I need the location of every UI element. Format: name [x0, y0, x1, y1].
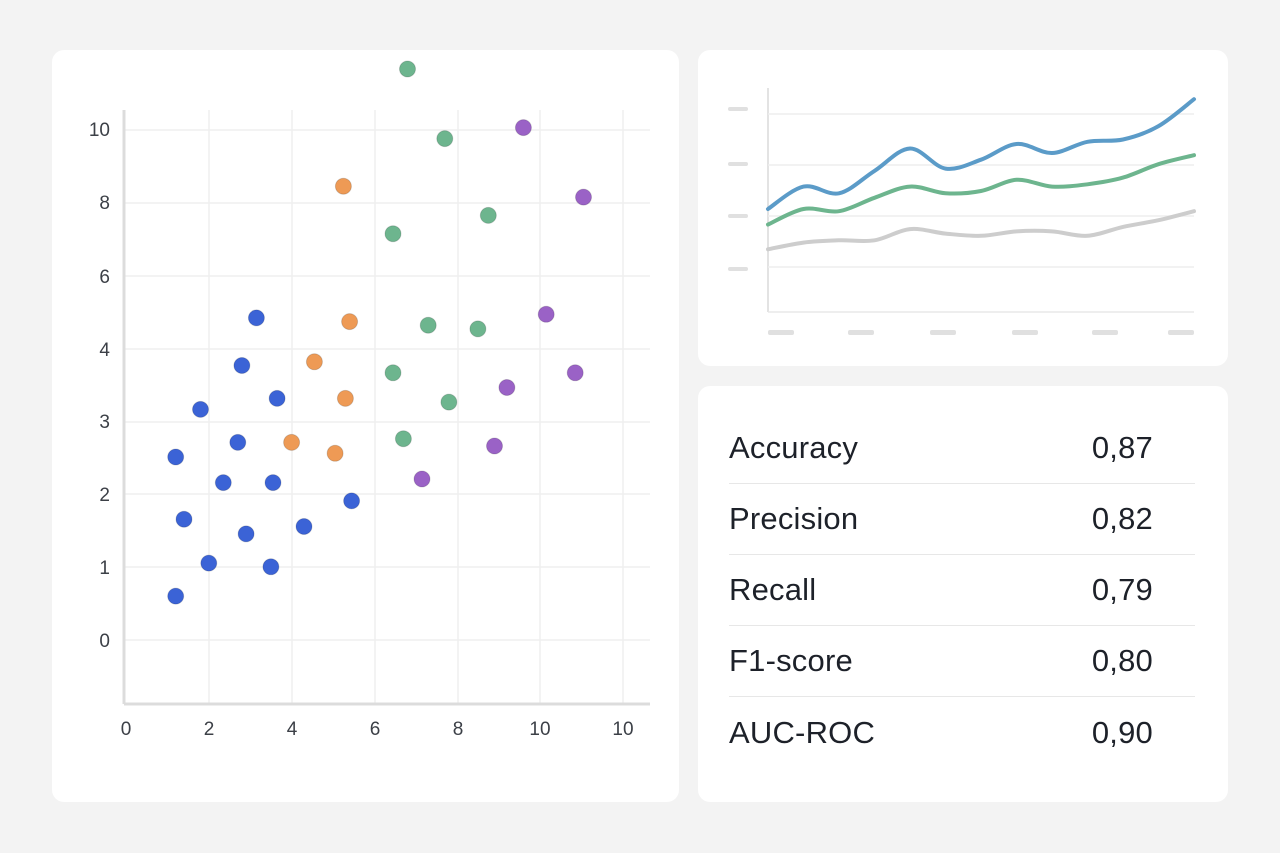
- metric-row-recall: Recall 0,79: [729, 555, 1195, 626]
- metrics-table: Accuracy 0,87 Precision 0,82 Recall 0,79…: [729, 413, 1195, 768]
- metric-name: F1-score: [729, 643, 853, 678]
- line-series-green: [766, 153, 1196, 227]
- scatter-point-cluster-blue: [264, 474, 282, 492]
- scatter-point-cluster-blue: [229, 433, 247, 451]
- x-tick-label: 10: [529, 719, 550, 740]
- line-x-tick-placeholders: [768, 330, 1194, 335]
- scatter-point-cluster-blue: [167, 448, 185, 466]
- y-tick-label: 0: [99, 631, 110, 652]
- scatter-point-cluster-purple: [498, 379, 516, 396]
- scatter-point-cluster-orange: [326, 444, 344, 462]
- scatter-point-cluster-blue: [175, 510, 193, 528]
- scatter-point-cluster-green: [419, 316, 437, 334]
- scatter-point-cluster-purple: [566, 364, 584, 382]
- scatter-chart: 0 2 4 6 8 10 10 0 1 2 3 4 6 8 10: [89, 23, 650, 740]
- scatter-grid: [124, 110, 650, 704]
- scatter-axes: [122, 110, 650, 706]
- scatter-point-cluster-blue: [295, 518, 313, 535]
- scatter-point-cluster-blue: [214, 474, 232, 492]
- scatter-point-cluster-purple: [514, 119, 532, 137]
- scatter-point-cluster-green: [399, 60, 416, 78]
- metric-value: 0,87: [1091, 430, 1153, 465]
- scatter-y-tick-labels: 0 1 2 3 4 6 8 10: [89, 120, 111, 652]
- metric-value: 0,82: [1091, 501, 1153, 536]
- y-tick-label: 8: [99, 193, 110, 214]
- y-tick-label: 6: [99, 267, 110, 288]
- metric-name: AUC-ROC: [729, 714, 876, 750]
- x-tick-label: 0: [121, 719, 132, 740]
- scatter-point-cluster-blue: [200, 554, 218, 572]
- scatter-point-cluster-blue: [192, 400, 209, 418]
- x-tick-label: 2: [204, 719, 215, 740]
- metric-row-f1-score: F1-score 0,80: [729, 626, 1195, 697]
- metric-row-accuracy: Accuracy 0,87: [729, 413, 1195, 484]
- line-series-blue: [766, 97, 1196, 211]
- scatter-point-cluster-purple: [575, 188, 592, 206]
- scatter-point-cluster-blue: [237, 525, 255, 543]
- line-grid: [767, 88, 1194, 313]
- y-tick-label: 3: [99, 412, 110, 433]
- metric-name: Accuracy: [729, 430, 859, 465]
- scatter-point-cluster-blue: [268, 389, 286, 407]
- scatter-point-cluster-green: [436, 130, 454, 148]
- scatter-point-cluster-orange: [283, 433, 301, 451]
- scatter-point-cluster-orange: [336, 389, 354, 407]
- line-chart-card: [698, 50, 1228, 366]
- scatter-point-cluster-green: [394, 430, 412, 448]
- scatter-point-cluster-green: [384, 225, 402, 243]
- y-tick-label: 2: [99, 485, 110, 506]
- x-tick-label: 10: [612, 719, 633, 740]
- scatter-chart-card: 0 2 4 6 8 10 10 0 1 2 3 4 6 8 10: [52, 23, 679, 802]
- scatter-point-cluster-purple: [486, 437, 503, 455]
- scatter-point-cluster-green: [479, 206, 497, 224]
- y-tick-label: 1: [99, 558, 110, 579]
- x-tick-label: 8: [453, 719, 464, 740]
- metric-value: 0,90: [1091, 714, 1153, 750]
- scatter-point-cluster-blue: [233, 357, 251, 374]
- y-tick-label: 4: [99, 340, 110, 361]
- scatter-point-cluster-purple: [537, 305, 555, 323]
- scatter-point-cluster-orange: [334, 177, 352, 195]
- scatter-point-cluster-green: [440, 393, 458, 411]
- scatter-points: [167, 23, 601, 605]
- metric-name: Recall: [729, 572, 817, 607]
- metric-value: 0,79: [1091, 572, 1153, 607]
- metric-name: Precision: [729, 501, 859, 536]
- scatter-point-cluster-blue: [247, 309, 265, 327]
- line-series-gray: [766, 209, 1196, 252]
- scatter-point-cluster-blue: [262, 558, 280, 576]
- x-tick-label: 6: [370, 719, 381, 740]
- metrics-card: Accuracy 0,87 Precision 0,82 Recall 0,79…: [698, 386, 1228, 802]
- scatter-point-cluster-blue: [167, 587, 185, 605]
- scatter-point-cluster-blue: [343, 492, 361, 510]
- metric-row-precision: Precision 0,82: [729, 484, 1195, 555]
- scatter-point-cluster-orange: [341, 313, 359, 331]
- y-tick-label: 10: [89, 120, 110, 141]
- metric-value: 0,80: [1091, 643, 1153, 678]
- scatter-point-cluster-purple: [413, 470, 431, 488]
- line-y-tick-placeholders: [728, 107, 748, 271]
- scatter-point-cluster-green: [469, 320, 487, 338]
- scatter-x-tick-labels: 0 2 4 6 8 10 10: [121, 719, 634, 740]
- metric-row-auc-roc: AUC-ROC 0,90: [729, 697, 1195, 768]
- line-chart: [728, 88, 1196, 335]
- x-tick-label: 4: [287, 719, 298, 740]
- scatter-point-cluster-orange: [305, 353, 323, 371]
- line-series: [766, 97, 1196, 252]
- scatter-point-cluster-green: [384, 364, 402, 382]
